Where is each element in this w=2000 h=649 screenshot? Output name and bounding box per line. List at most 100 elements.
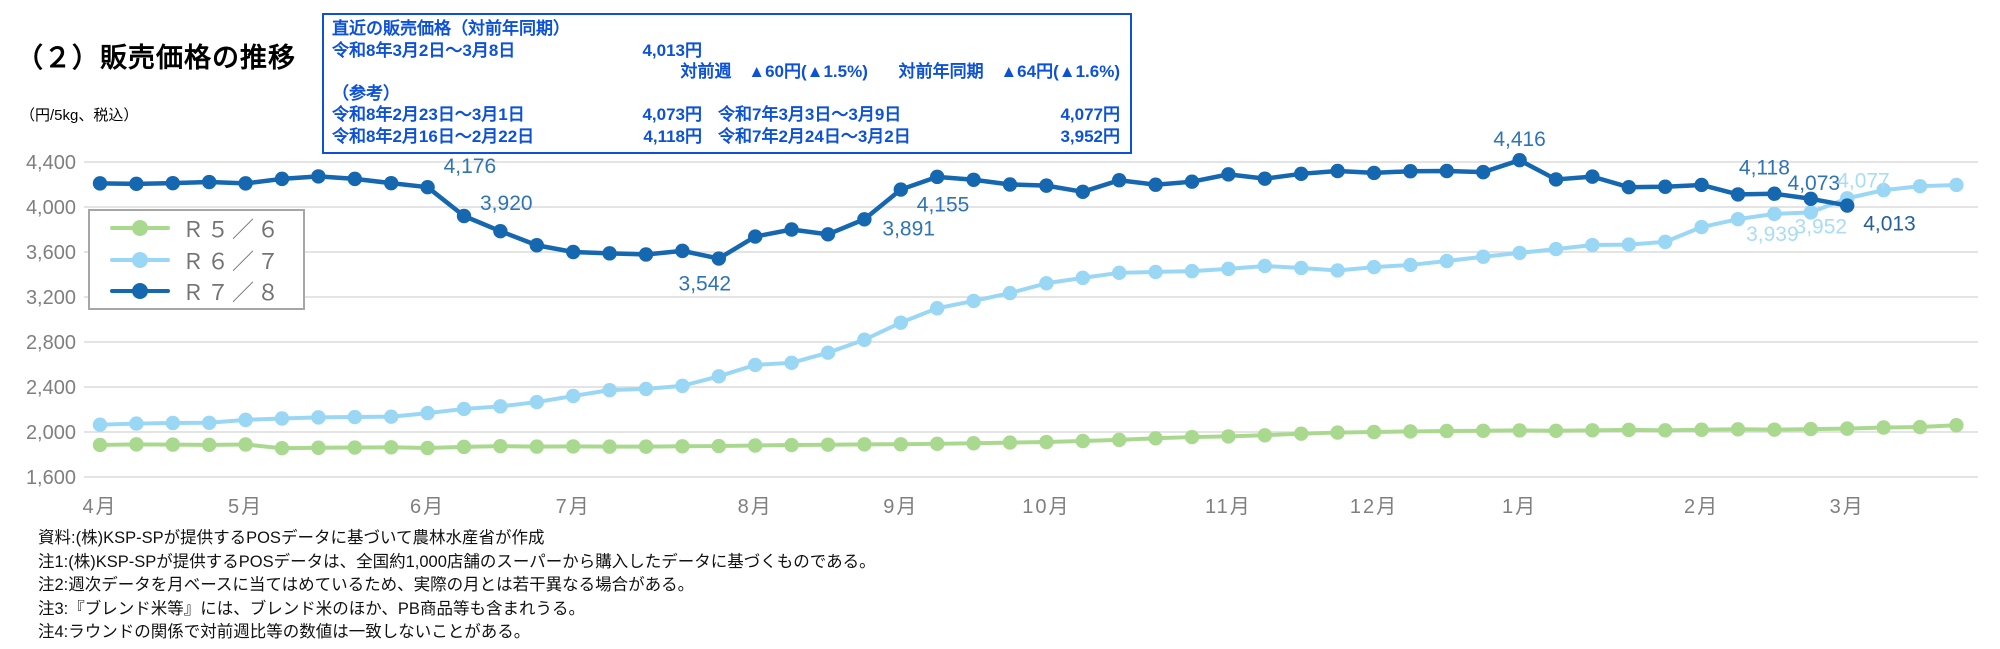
x-tick-label: 3月 — [1830, 496, 1865, 518]
data-point — [1366, 424, 1382, 440]
data-point — [1585, 169, 1600, 184]
data-point — [1075, 270, 1091, 286]
data-point — [1002, 285, 1018, 301]
x-tick-label: 12月 — [1350, 496, 1398, 518]
reference-row: 令和8年2月16日～2月22日 4,118円 令和7年2月24日～3月2日 3,… — [332, 126, 1120, 148]
data-point — [784, 437, 799, 453]
data-label: 4,077 — [1837, 169, 1890, 192]
data-point — [1730, 187, 1746, 202]
data-point — [1694, 177, 1709, 193]
data-point — [311, 410, 326, 425]
recent-price-box: 直近の販売価格（対前年同期） 令和8年3月2日～3月8日 4,013円 対前週 … — [322, 13, 1132, 154]
ref-period: 令和8年2月16日～2月22日 — [332, 126, 535, 146]
data-point — [930, 301, 945, 316]
x-tick-label: 8月 — [738, 496, 773, 518]
data-point — [1621, 422, 1637, 438]
data-point — [347, 409, 362, 425]
data-point — [1767, 422, 1782, 437]
data-point — [92, 176, 108, 191]
prev-week-label: 対前週 — [680, 62, 732, 81]
note-4: 注4:ラウンドの関係で対前週比等の数値は一致しないことがある。 — [38, 623, 531, 641]
prev-week-value: ▲60円(▲1.5%) — [748, 62, 868, 81]
data-point — [820, 437, 836, 452]
data-point — [638, 247, 654, 262]
data-point — [1403, 257, 1418, 273]
data-point — [1148, 177, 1163, 192]
data-label: 3,952 — [1795, 215, 1848, 238]
data-point — [1075, 184, 1091, 200]
data-point — [1439, 253, 1455, 269]
data-point — [1184, 174, 1200, 189]
data-point — [529, 394, 544, 410]
data-label: 4,118 — [1739, 157, 1790, 180]
data-point — [493, 223, 508, 239]
data-point — [893, 437, 908, 452]
y-tick-label: 1,600 — [26, 467, 76, 489]
legend-label-r67: Ｒ６／７ — [182, 248, 283, 274]
x-tick-label: 10月 — [1022, 496, 1070, 518]
legend-item-r56: Ｒ５／６ — [110, 214, 303, 242]
data-point — [1767, 186, 1782, 201]
data-point — [1621, 237, 1637, 252]
data-point — [529, 238, 544, 253]
data-point — [893, 182, 908, 197]
data-point — [1548, 172, 1564, 187]
data-point — [1112, 265, 1127, 281]
x-tick-label: 2月 — [1684, 496, 1719, 518]
data-point — [456, 401, 472, 417]
data-point — [857, 437, 872, 452]
data-point — [1476, 164, 1491, 180]
data-point — [1840, 198, 1855, 213]
data-point — [384, 175, 399, 191]
data-point — [1294, 166, 1309, 182]
data-point — [675, 378, 690, 394]
data-point — [1876, 420, 1891, 435]
data-point — [748, 357, 763, 373]
data-point — [165, 437, 180, 452]
data-point — [857, 332, 872, 347]
data-point — [1803, 191, 1819, 206]
data-point — [384, 409, 399, 424]
x-tick-label: 7月 — [556, 496, 591, 518]
data-point — [566, 388, 581, 404]
data-point — [1002, 177, 1018, 192]
data-point — [1512, 153, 1527, 168]
yoy-label: 対前年同期 — [898, 62, 984, 81]
recent-price-heading: 直近の販売価格（対前年同期） — [332, 19, 570, 38]
data-point — [1694, 422, 1709, 437]
data-point — [1366, 259, 1382, 275]
data-point — [202, 437, 217, 453]
data-point — [311, 440, 326, 455]
data-label: 3,939 — [1746, 223, 1799, 246]
legend-label-r78: Ｒ７／８ — [182, 279, 283, 305]
note-1: 注1:(株)KSP-SPが提供するPOSデータは、全国約1,000店舗のスーパー… — [38, 552, 876, 571]
data-point — [1730, 422, 1746, 437]
note-3: 注3:『ブレンド米等』には、ブレンド米のほか、PB商品等も含まれうる。 — [38, 599, 585, 618]
data-point — [1512, 423, 1527, 438]
data-point — [857, 212, 872, 227]
data-point — [1257, 171, 1273, 186]
data-point — [1949, 177, 1964, 193]
y-tick-label: 4,400 — [26, 152, 76, 174]
data-point — [1039, 276, 1054, 291]
data-point — [1512, 245, 1527, 261]
data-point — [1366, 165, 1382, 181]
data-point — [1876, 182, 1891, 198]
data-point — [1330, 263, 1345, 278]
yoy-value: ▲64円(▲1.6%) — [1000, 62, 1120, 81]
data-point — [566, 439, 581, 454]
y-tick-label: 2,400 — [26, 377, 76, 399]
data-point — [384, 440, 399, 455]
data-point — [529, 439, 544, 454]
data-point — [274, 411, 290, 426]
data-point — [129, 437, 144, 452]
data-point — [711, 369, 726, 384]
data-point — [1658, 423, 1673, 438]
data-point — [1112, 173, 1127, 188]
data-point — [638, 439, 654, 454]
data-point — [1912, 419, 1928, 435]
data-point — [1221, 261, 1236, 277]
data-label: 4,176 — [444, 155, 497, 178]
legend-swatch-r78-icon — [110, 282, 170, 299]
